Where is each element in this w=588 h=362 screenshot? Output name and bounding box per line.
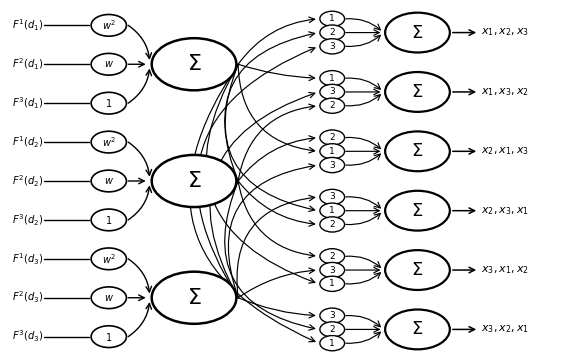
Circle shape	[385, 13, 450, 52]
Text: $\Sigma$: $\Sigma$	[412, 320, 423, 338]
Circle shape	[385, 191, 450, 231]
Circle shape	[91, 326, 126, 348]
Circle shape	[320, 336, 345, 351]
Text: $F^2(d_2)$: $F^2(d_2)$	[12, 173, 43, 189]
Text: $x_2, x_3, x_1$: $x_2, x_3, x_1$	[481, 205, 529, 216]
Text: $x_2, x_1, x_3$: $x_2, x_1, x_3$	[481, 146, 529, 157]
Text: 3: 3	[329, 193, 335, 201]
Text: $F^3(d_2)$: $F^3(d_2)$	[12, 212, 43, 228]
Circle shape	[320, 189, 345, 205]
Text: $\Sigma$: $\Sigma$	[187, 288, 201, 308]
Circle shape	[320, 71, 345, 86]
Text: $w^2$: $w^2$	[102, 135, 116, 149]
Text: 3: 3	[329, 88, 335, 96]
Text: 2: 2	[329, 252, 335, 261]
Text: 2: 2	[329, 133, 335, 142]
Circle shape	[91, 287, 126, 308]
Circle shape	[91, 53, 126, 75]
Circle shape	[320, 39, 345, 54]
Circle shape	[320, 276, 345, 291]
Text: 1: 1	[329, 14, 335, 23]
Text: $\Sigma$: $\Sigma$	[412, 142, 423, 160]
Circle shape	[320, 98, 345, 113]
Circle shape	[320, 249, 345, 264]
Text: $1$: $1$	[105, 214, 112, 226]
Circle shape	[320, 11, 345, 26]
Text: $x_3, x_2, x_1$: $x_3, x_2, x_1$	[481, 324, 529, 335]
Circle shape	[320, 308, 345, 323]
Circle shape	[385, 131, 450, 171]
Text: $\Sigma$: $\Sigma$	[187, 171, 201, 191]
Text: 2: 2	[329, 325, 335, 334]
Circle shape	[152, 155, 236, 207]
Text: 1: 1	[329, 279, 335, 288]
Text: $w^2$: $w^2$	[102, 18, 116, 32]
Circle shape	[91, 170, 126, 192]
Text: $w$: $w$	[104, 59, 113, 69]
Text: $x_1, x_2, x_3$: $x_1, x_2, x_3$	[481, 27, 529, 38]
Text: 2: 2	[329, 220, 335, 229]
Circle shape	[320, 322, 345, 337]
Text: $\Sigma$: $\Sigma$	[187, 54, 201, 74]
Circle shape	[152, 272, 236, 324]
Text: $F^1(d_2)$: $F^1(d_2)$	[12, 134, 43, 150]
Circle shape	[91, 248, 126, 270]
Text: 2: 2	[329, 101, 335, 110]
Text: $\Sigma$: $\Sigma$	[412, 261, 423, 279]
Text: $w$: $w$	[104, 176, 113, 186]
Circle shape	[385, 310, 450, 349]
Text: $1$: $1$	[105, 97, 112, 109]
Circle shape	[91, 209, 126, 231]
Text: $\Sigma$: $\Sigma$	[412, 202, 423, 220]
Circle shape	[320, 84, 345, 100]
Circle shape	[91, 14, 126, 36]
Text: 1: 1	[329, 206, 335, 215]
Text: 3: 3	[329, 266, 335, 274]
Text: $1$: $1$	[105, 331, 112, 343]
Text: $x_1, x_3, x_2$: $x_1, x_3, x_2$	[481, 86, 529, 98]
Circle shape	[91, 92, 126, 114]
Text: $F^2(d_1)$: $F^2(d_1)$	[12, 56, 43, 72]
Text: 3: 3	[329, 42, 335, 51]
Text: $F^2(d_3)$: $F^2(d_3)$	[12, 290, 43, 306]
Circle shape	[320, 203, 345, 218]
Text: $\Sigma$: $\Sigma$	[412, 83, 423, 101]
Text: $\Sigma$: $\Sigma$	[412, 24, 423, 42]
Text: 2: 2	[329, 28, 335, 37]
Text: 1: 1	[329, 339, 335, 348]
Circle shape	[320, 25, 345, 40]
Circle shape	[320, 217, 345, 232]
Text: $F^3(d_3)$: $F^3(d_3)$	[12, 329, 43, 344]
Text: $F^3(d_1)$: $F^3(d_1)$	[12, 96, 43, 111]
Circle shape	[385, 250, 450, 290]
Circle shape	[152, 38, 236, 90]
Text: $F^1(d_1)$: $F^1(d_1)$	[12, 18, 43, 33]
Text: 3: 3	[329, 161, 335, 169]
Text: $F^1(d_3)$: $F^1(d_3)$	[12, 251, 43, 266]
Text: $w^2$: $w^2$	[102, 252, 116, 266]
Circle shape	[385, 72, 450, 112]
Circle shape	[320, 157, 345, 173]
Text: 1: 1	[329, 74, 335, 83]
Circle shape	[320, 262, 345, 278]
Text: 1: 1	[329, 147, 335, 156]
Text: $w$: $w$	[104, 293, 113, 303]
Circle shape	[91, 131, 126, 153]
Text: 3: 3	[329, 311, 335, 320]
Circle shape	[320, 130, 345, 145]
Circle shape	[320, 144, 345, 159]
Text: $x_3, x_1, x_2$: $x_3, x_1, x_2$	[481, 264, 529, 276]
